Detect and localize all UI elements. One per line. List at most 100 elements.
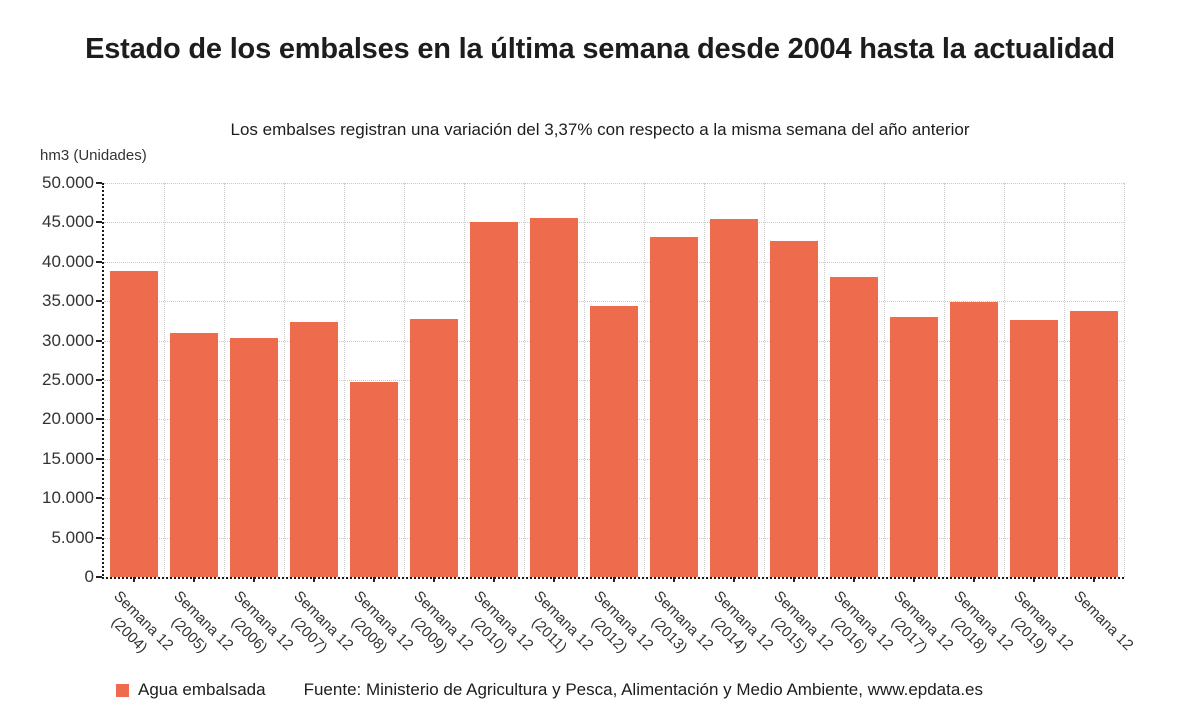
bar-semana-12-2015	[770, 240, 818, 577]
x-axis-tick	[973, 577, 975, 582]
x-axis-tick	[253, 577, 255, 582]
x-axis-tick	[913, 577, 915, 582]
y-axis-tick-label: 40.000	[42, 251, 94, 271]
bar-semana-12-2017	[890, 316, 938, 577]
x-axis-tick	[613, 577, 615, 582]
bar-semana-12-2008	[350, 382, 398, 577]
v-gridline	[944, 183, 945, 577]
bar-semana-12-2007	[290, 322, 338, 577]
source-text: Fuente: Ministerio de Agricultura y Pesc…	[303, 680, 983, 699]
chart-title: Estado de los embalses en la última sema…	[85, 33, 1115, 65]
y-axis-tick	[96, 576, 102, 578]
x-axis-tick	[493, 577, 495, 582]
bar-semana-12-2006	[230, 338, 278, 577]
v-gridline	[1004, 183, 1005, 577]
x-axis-label: Semana 12 (2011)	[515, 587, 598, 670]
x-axis-label: Semana 12 (2014)	[695, 587, 778, 670]
bar-semana-12-2012	[590, 305, 638, 577]
v-gridline	[164, 183, 165, 577]
y-axis-tick-label: 30.000	[42, 330, 94, 350]
v-gridline	[704, 183, 705, 577]
v-gridline	[404, 183, 405, 577]
x-axis-tick	[1033, 577, 1035, 582]
x-axis-label: Semana 12 (2010)	[455, 587, 538, 670]
y-axis-tick-label: 50.000	[42, 173, 94, 192]
bar-semana-12-2005	[170, 332, 218, 577]
y-axis-tick	[96, 182, 102, 184]
v-gridline	[1064, 183, 1065, 577]
h-gridline	[104, 222, 1124, 224]
y-axis-tick	[96, 418, 102, 421]
y-axis-tick	[96, 536, 102, 539]
y-axis-tick-label: 0	[84, 567, 94, 586]
plot-area: 0 5.000 10.000 15.000 20.000 25.000 30.000 35.0…	[42, 174, 1137, 657]
x-axis-tick	[373, 577, 375, 582]
y-axis-tick	[96, 379, 102, 381]
y-axis-tick-label: 35.000	[42, 291, 94, 311]
x-axis-label-line1: Semana 12	[1070, 587, 1137, 654]
footer-row: Agua embalsada Fuente: Ministerio de Agr…	[116, 680, 983, 700]
x-axis-label: Semana 12 (2013)	[635, 587, 718, 670]
x-axis-label: Semana 12 (2017)	[875, 587, 958, 670]
x-axis-label: Semana 12 (2006)	[215, 587, 298, 670]
bar-semana-12-2009	[410, 319, 458, 577]
y-axis-tick	[96, 339, 102, 342]
y-axis-tick	[96, 221, 102, 224]
y-axis-tick	[96, 457, 102, 460]
legend-label: Agua embalsada	[138, 680, 266, 699]
x-axis-tick	[553, 577, 555, 582]
bar-semana-12-2019	[1010, 320, 1058, 577]
y-axis-tick	[96, 300, 102, 303]
y-axis-tick-label: 10.000	[42, 488, 94, 508]
bar-semana-12-2018	[950, 302, 998, 577]
x-axis-label: Semana 12 (2019)	[995, 587, 1078, 670]
bar-semana-12-2014	[710, 219, 758, 577]
h-gridline	[104, 183, 1124, 184]
x-axis-tick	[673, 577, 675, 582]
x-axis-label: Semana 12 (2009)	[395, 587, 478, 670]
y-axis-tick	[96, 260, 102, 263]
v-gridline	[344, 183, 345, 577]
v-gridline	[644, 183, 645, 577]
x-axis-label: Semana 12 (2015)	[755, 587, 838, 670]
x-axis-label: Semana 12 (2008)	[335, 587, 418, 670]
y-axis-tick-label: 15.000	[42, 448, 94, 468]
y-axis-unit-label: hm3 (Unidades)	[40, 147, 147, 164]
y-axis-tick-label: 20.000	[42, 409, 94, 429]
v-gridline	[884, 183, 885, 577]
bar-semana-12	[1070, 311, 1118, 577]
y-axis-tick-label: 5.000	[51, 527, 94, 547]
h-gridline	[104, 261, 1124, 263]
y-axis-tick-label: 25.000	[42, 370, 94, 389]
x-axis-label: Semana 12 (2016)	[815, 587, 898, 670]
v-gridline	[764, 183, 765, 577]
x-axis-label: Semana 12 (2012)	[575, 587, 658, 670]
x-axis-tick	[193, 577, 195, 582]
x-axis-tick	[733, 577, 735, 582]
x-axis-label: Semana 12 (2018)	[935, 587, 1018, 670]
bar-semana-12-2013	[650, 237, 698, 577]
h-gridline	[104, 301, 1124, 303]
x-axis-tick	[313, 577, 315, 582]
bar-semana-12-2004	[110, 271, 158, 577]
bar-semana-12-2011	[530, 218, 578, 577]
x-axis-tick	[793, 577, 795, 582]
x-axis-label: Semana 12 (2004)	[95, 587, 178, 670]
v-gridline	[464, 183, 465, 577]
legend-swatch	[116, 683, 129, 697]
x-axis-label: Semana 12 (2007)	[275, 587, 358, 670]
y-axis-tick	[96, 497, 102, 500]
x-axis-label: Semana 12	[1069, 587, 1137, 655]
x-axis-label: Semana 12 (2005)	[155, 587, 238, 670]
v-gridline	[824, 183, 825, 577]
v-gridline	[524, 183, 525, 577]
v-gridline	[284, 183, 285, 577]
y-axis-tick-label: 45.000	[42, 212, 94, 232]
v-gridline	[1124, 183, 1125, 577]
bar-semana-12-2010	[470, 222, 518, 577]
x-axis-tick	[133, 577, 135, 582]
x-axis-tick	[433, 577, 435, 582]
x-axis-tick	[1093, 577, 1095, 582]
x-axis-tick	[853, 577, 855, 582]
